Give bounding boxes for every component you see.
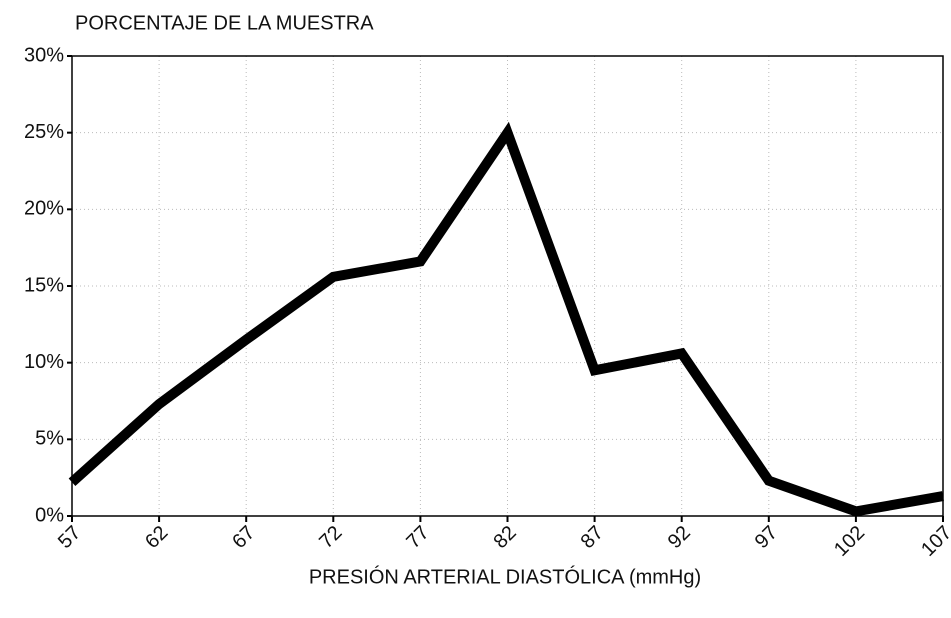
x-tick-label: 67 [228,522,259,553]
x-tick-label: 97 [751,522,782,553]
x-tick-label: 72 [315,522,346,553]
x-tick-label: 82 [489,522,520,553]
y-tick-label: 15% [24,274,64,296]
y-tick-label: 5% [35,428,64,450]
x-tick-label: 77 [402,522,433,553]
y-tick-label: 20% [24,198,64,220]
x-tick-label: 107 [917,522,951,561]
x-tick-label: 57 [54,522,85,553]
y-tick-label: 10% [24,351,64,373]
x-axis-label: PRESIÓN ARTERIAL DIASTÓLICA (mmHg) [309,565,701,588]
x-tick-label: 62 [141,522,172,553]
y-tick-label: 30% [24,44,64,66]
data-line [68,121,944,517]
plot-frame [71,55,944,517]
y-tick-label: 25% [24,121,64,143]
chart-title: PORCENTAJE DE LA MUESTRA [75,12,374,34]
x-tick-label: 102 [830,522,869,561]
x-tick-label: 92 [664,522,695,553]
y-tick-label: 0% [35,504,64,526]
x-tick-label: 87 [577,522,608,553]
